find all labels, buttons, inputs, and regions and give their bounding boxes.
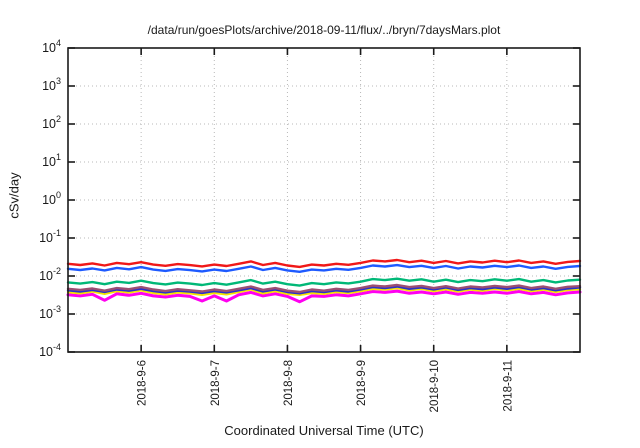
y-tick-label: 10-3 [39,304,61,321]
series-line-blue [66,263,582,273]
y-tick-label: 103 [42,76,61,93]
y-tick-label: 101 [42,152,61,169]
y-tick-label: 10-1 [39,228,61,245]
x-tick-label: 2018-9-6 [137,360,149,406]
series-line-yellow [66,286,582,296]
x-tick-label: 2018-9-10 [429,360,441,412]
series-line-magenta [66,289,582,304]
x-tick-label: 2018-9-11 [502,360,514,412]
x-tick-label: 2018-9-8 [283,360,295,406]
series-line-purple [66,283,582,294]
x-axis-label: Coordinated Universal Time (UTC) [224,423,424,438]
y-tick-label: 10-4 [39,342,61,359]
series-line-red [66,258,582,269]
x-tick-label: 2018-9-9 [356,360,368,406]
x-tick-label: 2018-9-7 [210,360,222,406]
y-tick-label: 10-2 [39,266,61,283]
series-line-green [66,277,582,287]
y-tick-label: 100 [42,190,61,207]
y-tick-label: 102 [42,114,61,131]
chart-title: /data/run/goesPlots/archive/2018-09-11/f… [147,23,501,37]
series-line-navy [66,285,582,295]
y-tick-label: 104 [42,38,61,55]
